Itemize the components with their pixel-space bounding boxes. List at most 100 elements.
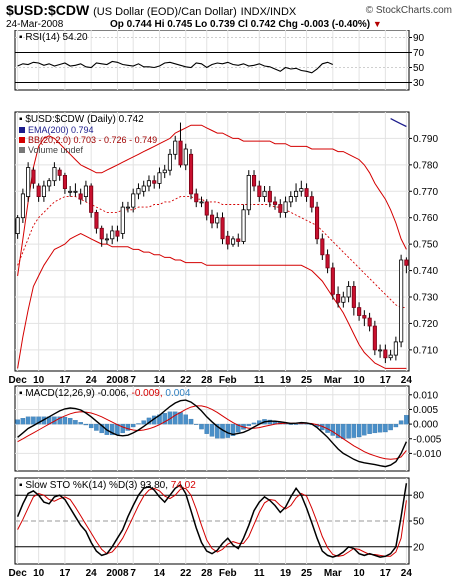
credit: © StockCharts.com — [365, 5, 452, 16]
chart-date: 24-Mar-2008 — [6, 19, 64, 30]
date-axis-label: 7 — [130, 568, 136, 579]
date-axis-label: 25 — [301, 568, 313, 579]
symbol: $USD:$CDW — [6, 2, 90, 18]
macd-histogram-bar — [372, 423, 378, 434]
candle-up — [378, 349, 383, 352]
macd-histogram-bar — [225, 423, 231, 438]
candle-down — [57, 169, 62, 176]
candle-up — [167, 153, 173, 171]
ohlc-values: Op 0.744 Hi 0.745 Lo 0.739 Cl 0.742 Chg … — [110, 19, 371, 30]
candle-up — [131, 193, 136, 208]
candle-down — [99, 227, 104, 240]
macd-histogram-bar — [73, 420, 78, 425]
candle-up — [41, 185, 46, 198]
down-arrow-icon: ▼ — [372, 19, 382, 29]
candle-down — [267, 190, 272, 203]
macd-histogram-bar — [109, 423, 115, 436]
macd-histogram-bar — [330, 423, 336, 436]
date-axis-label: 17 — [380, 568, 392, 579]
candle-down — [225, 235, 230, 245]
date-axis-label: 28 — [201, 375, 213, 386]
candle-down — [209, 214, 215, 224]
candle-down — [62, 174, 67, 189]
date-axis-label: 22 — [180, 375, 192, 386]
candle-up — [15, 217, 20, 234]
sto-d-line — [17, 487, 407, 557]
candle-down — [383, 349, 388, 359]
candle-down — [194, 193, 199, 203]
rsi-line — [17, 60, 334, 74]
sto-k-value: 93.80, — [140, 480, 171, 491]
macd-histogram-bar — [346, 423, 351, 439]
macd-histogram-bar — [362, 423, 367, 436]
price-tick-label: 0.720 — [413, 319, 438, 330]
date-axis-label: 24 — [401, 375, 413, 386]
macd-tick-label: 0.010 — [413, 390, 438, 401]
macd-histogram-bar — [94, 423, 99, 431]
macd-histogram-bar — [25, 416, 31, 425]
candle-down — [204, 201, 209, 216]
macd-histogram-bar — [99, 423, 104, 434]
candle-up — [241, 209, 246, 242]
macd-histogram-bar — [335, 423, 341, 439]
date-axis-label: 10 — [33, 375, 45, 386]
macd-histogram-bar — [136, 423, 141, 425]
candle-up — [146, 180, 152, 187]
price-tick-label: 0.750 — [413, 240, 438, 251]
macd-histogram-bar — [183, 414, 188, 425]
macd-histogram-bar — [209, 423, 215, 437]
candle-down — [89, 185, 94, 213]
price-title: ▪ $USD:$CDW (Daily) 0.742 — [19, 114, 144, 125]
candle-up — [346, 285, 351, 298]
candle-up — [388, 354, 393, 359]
candle-up — [262, 190, 267, 198]
macd-histogram-bar — [62, 416, 68, 425]
macd-histogram-bar — [193, 423, 199, 425]
macd-histogram-bar — [246, 423, 252, 427]
macd-histogram-bar — [356, 423, 362, 438]
macd-histogram-bar — [398, 420, 404, 425]
candle-up — [47, 180, 52, 187]
date-axis-label: 19 — [280, 568, 292, 579]
macd-histogram-bar — [57, 416, 62, 425]
price-tick-label: 0.730 — [413, 293, 438, 304]
date-axis-label: 14 — [154, 568, 166, 579]
macd-line — [17, 399, 408, 468]
macd-histogram-bar — [78, 422, 83, 425]
macd-histogram-bar — [15, 419, 20, 425]
price-tick-label: 0.780 — [413, 160, 438, 171]
macd-value: -0.006, — [98, 388, 132, 399]
candle-down — [314, 206, 320, 240]
date-axis-label: 24 — [86, 568, 98, 579]
macd-tick-label: -0.005 — [413, 434, 442, 445]
candle-down — [309, 196, 314, 208]
macd-histogram-bar — [88, 423, 94, 429]
macd-histogram-bar — [130, 423, 136, 428]
ema200-line — [390, 118, 407, 128]
macd-tick-label: 0.005 — [413, 405, 438, 416]
candle-down — [115, 230, 120, 237]
candle-down — [372, 325, 377, 351]
macd-signal-value: -0.009, — [132, 388, 166, 399]
candle-up — [215, 217, 220, 224]
date-axis-label: 17 — [380, 375, 392, 386]
exchange: INDX/INDX — [240, 6, 297, 18]
candle-up — [199, 201, 204, 204]
bollinger-lower-band — [17, 233, 407, 369]
macd-histogram-bar — [204, 423, 209, 434]
candle-down — [236, 238, 241, 242]
macd-histogram-bar — [230, 423, 236, 436]
candle-up — [26, 167, 31, 198]
price-tick-label: 0.760 — [413, 213, 438, 224]
sto-title: ▪ Slow STO %K(14) %D(3) 93.80, 74.02 — [19, 480, 196, 491]
macd-histogram-bar — [178, 412, 183, 425]
macd-histogram-bar — [120, 423, 125, 434]
macd-histogram-bar — [20, 418, 26, 425]
candle-down — [304, 188, 309, 197]
macd-histogram-bar — [393, 423, 399, 428]
candle-up — [125, 206, 131, 209]
macd-histogram-bar — [83, 423, 89, 426]
date-axis-label: 2008 — [106, 375, 129, 386]
price-tick-label: 0.770 — [413, 187, 438, 198]
candle-down — [336, 293, 341, 303]
